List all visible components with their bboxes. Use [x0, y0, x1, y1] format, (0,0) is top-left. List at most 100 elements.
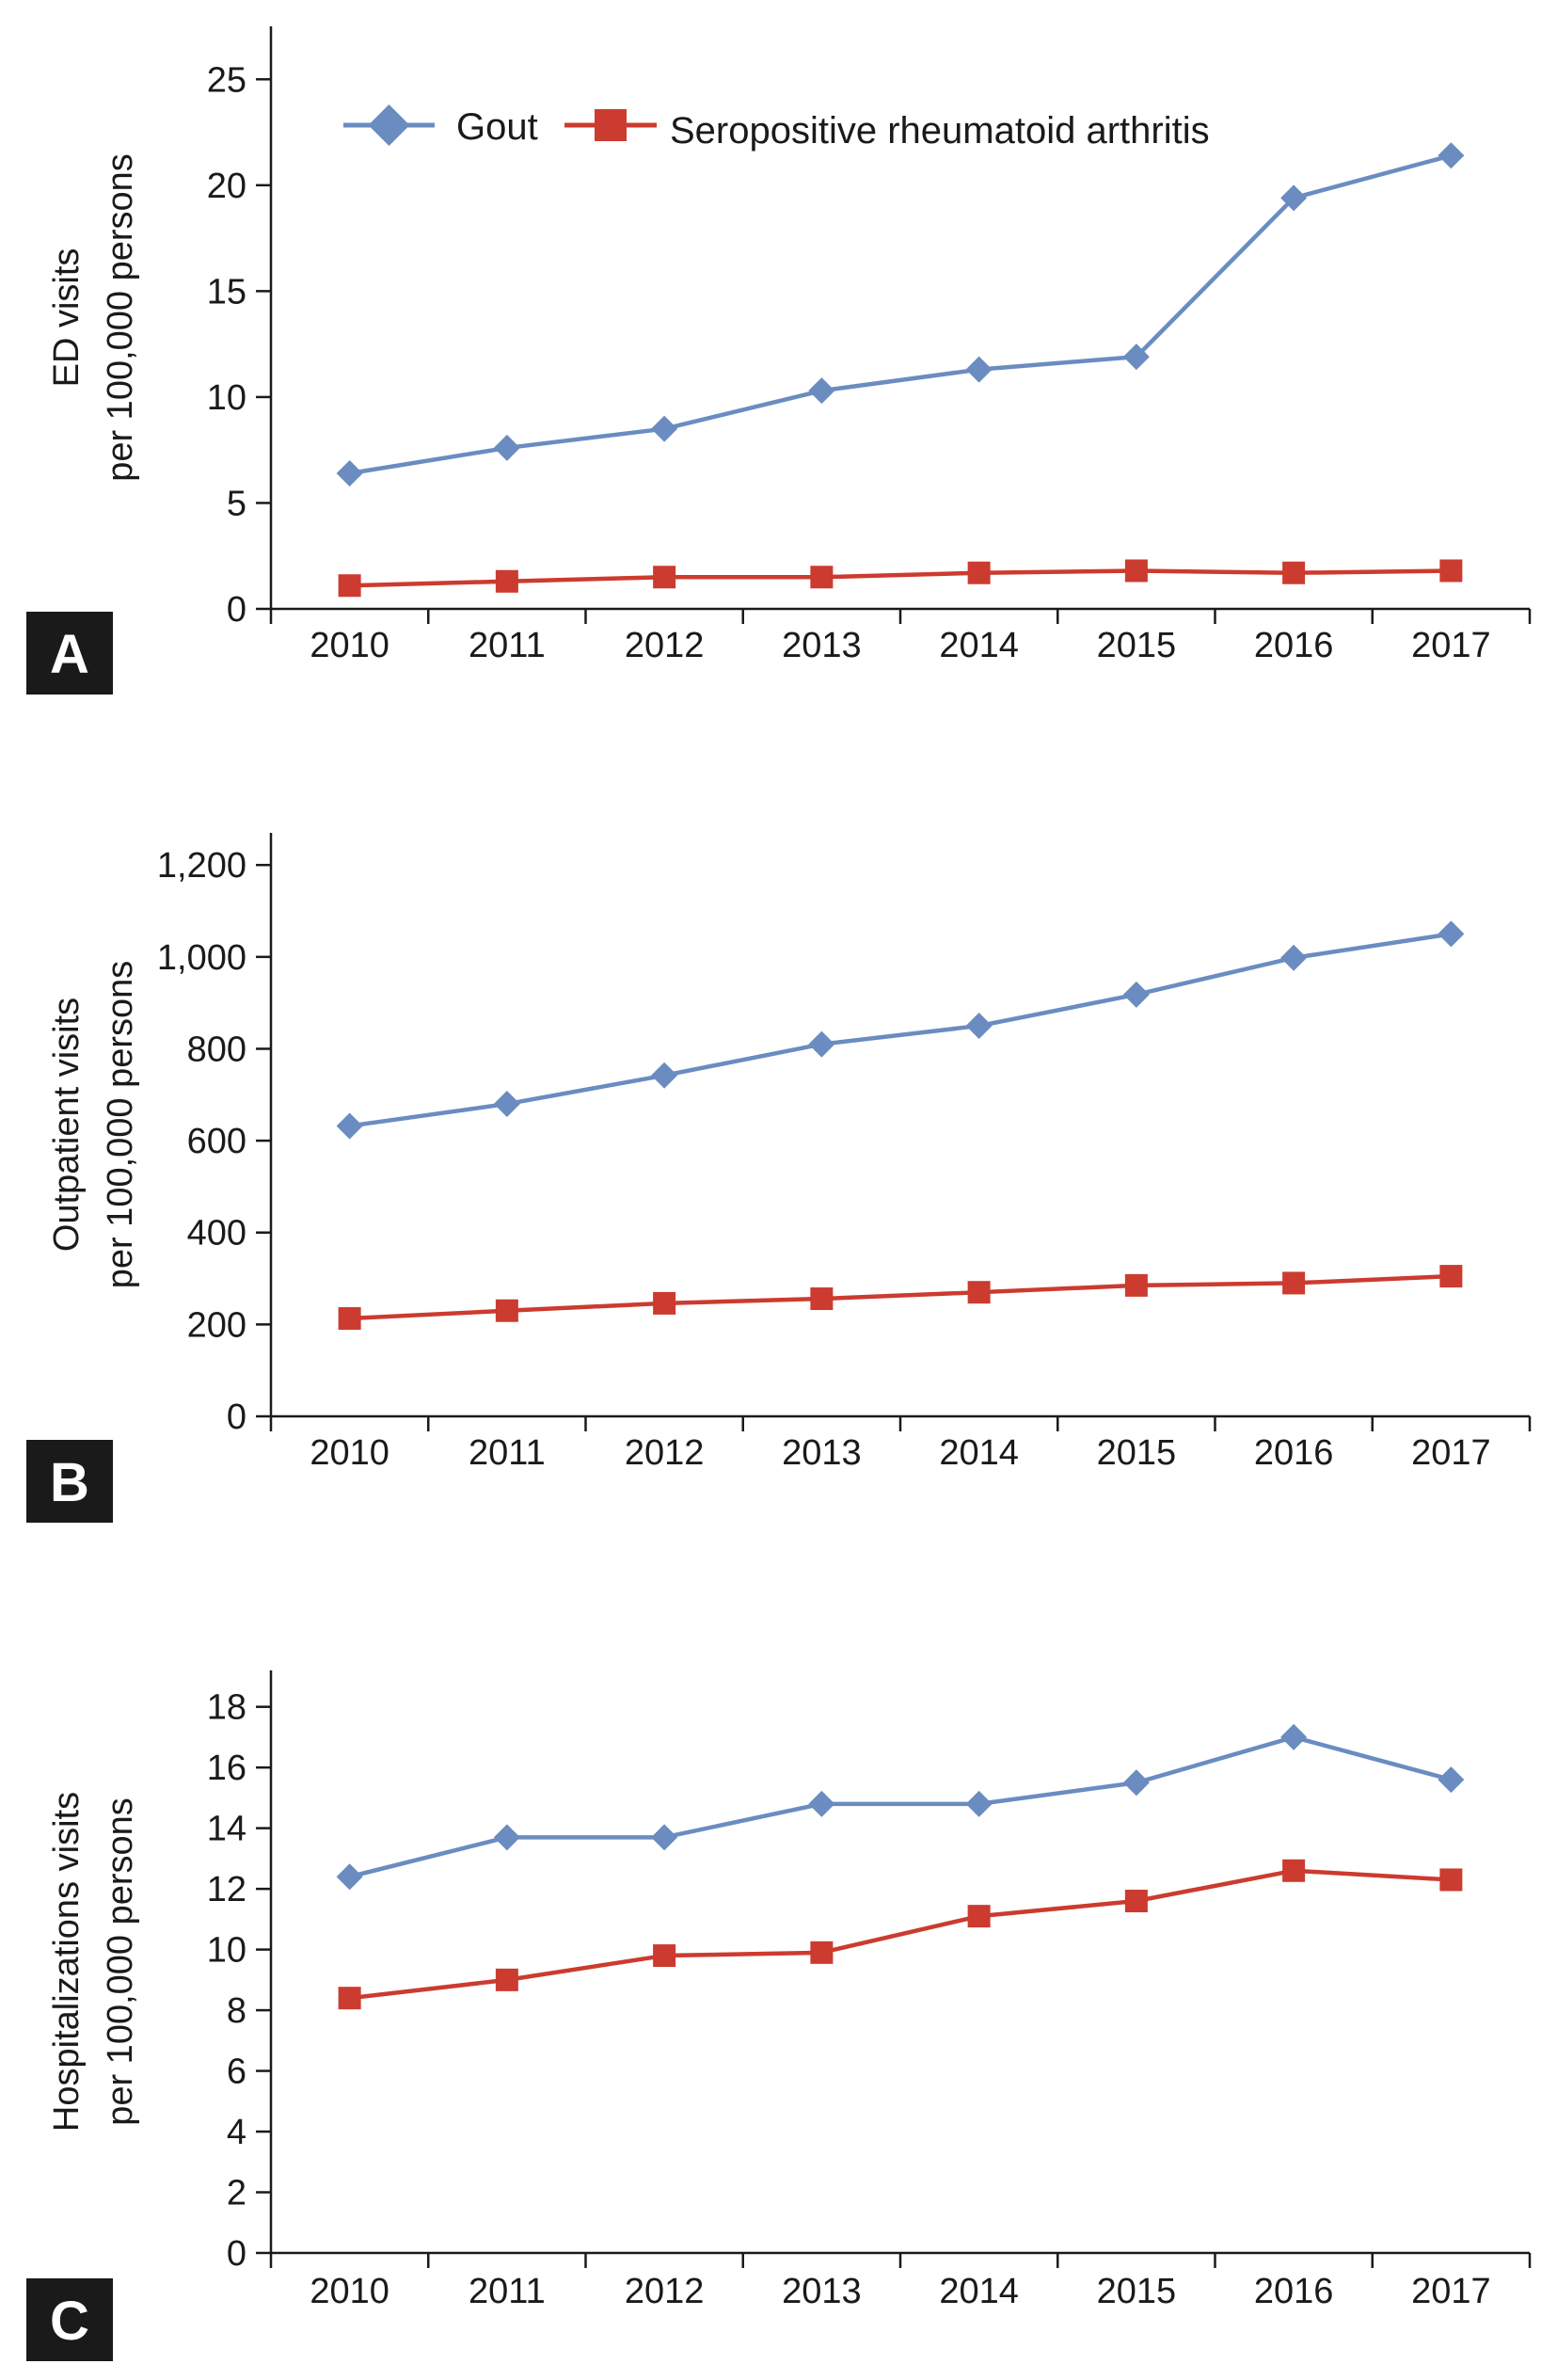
gout-series-line [349, 932, 1452, 1128]
gout-point [808, 377, 835, 405]
y-tick-label: 2 [227, 2174, 246, 2213]
y-tick-label: 4 [227, 2113, 246, 2152]
y-tick-label: 400 [187, 1214, 246, 1254]
x-tick-label: 2013 [782, 2272, 862, 2311]
ra-point [338, 1307, 361, 1331]
ra-point [495, 569, 518, 593]
gout-point [965, 1013, 993, 1040]
x-tick-label: 2012 [625, 626, 705, 665]
y-tick-label: 800 [187, 1030, 246, 1069]
x-tick-label: 2010 [310, 626, 389, 665]
y-tick-label: 10 [207, 1931, 246, 1971]
gout-point [808, 1030, 835, 1058]
ra-point [810, 1941, 834, 1964]
gout-point [493, 1824, 520, 1851]
x-tick-label: 2010 [310, 2272, 389, 2311]
ra-point [810, 566, 834, 589]
ra-point [967, 1281, 991, 1304]
y-tick-label: 10 [207, 378, 246, 418]
y-tick-label: 0 [227, 590, 246, 630]
legend-gout-marker [368, 104, 410, 146]
x-tick-label: 2015 [1097, 2272, 1177, 2311]
x-tick-label: 2011 [469, 1433, 546, 1473]
panel-label-box [26, 612, 113, 695]
legend-ra-label: Seropositive rheumatoid arthritis [670, 110, 1210, 152]
ra-point [1439, 1868, 1463, 1892]
x-tick-label: 2011 [469, 626, 546, 665]
y-tick-label: 12 [207, 1870, 246, 1909]
x-tick-label: 2013 [782, 626, 862, 665]
y-tick-label: 1,200 [157, 846, 246, 886]
gout-point [336, 1863, 363, 1891]
panel-label-box [26, 2278, 113, 2361]
gout-point [808, 1790, 835, 1817]
gout-point [1280, 944, 1308, 971]
x-tick-label: 2012 [625, 2272, 705, 2311]
ra-point [338, 1987, 361, 2010]
legend: Gout Seropositive rheumatoid arthritis [343, 104, 1210, 152]
y-axis-title-line2: per 100,000 persons [101, 961, 140, 1289]
x-tick-label: 2016 [1254, 1433, 1334, 1473]
ra-point [1282, 561, 1306, 584]
y-tick-label: 6 [227, 2053, 246, 2092]
y-tick-label: 1,000 [157, 938, 246, 978]
ra-series-line [349, 568, 1452, 588]
y-tick-label: 0 [227, 1398, 246, 1437]
x-tick-label: 2014 [939, 1433, 1019, 1473]
ra-point [338, 574, 361, 598]
x-tick-label: 2015 [1097, 1433, 1177, 1473]
x-tick-label: 2017 [1411, 626, 1491, 665]
gout-point [493, 1091, 520, 1118]
ra-point [495, 1968, 518, 1991]
ra-point [967, 1905, 991, 1928]
gout-point [1438, 920, 1465, 948]
ra-series-line [349, 1273, 1452, 1321]
y-tick-label: 8 [227, 1991, 246, 2031]
y-tick-label: 5 [227, 484, 246, 523]
ra-point [1124, 559, 1148, 583]
gout-point [1438, 142, 1465, 169]
gout-point [493, 434, 520, 461]
y-axis-title-line2: per 100,000 persons [101, 153, 140, 482]
gout-point [965, 1790, 993, 1817]
legend-gout-label: Gout [456, 106, 538, 148]
x-tick-label: 2013 [782, 1433, 862, 1473]
x-tick-label: 2017 [1411, 2272, 1491, 2311]
panel-c: 0 2 4 6 8 10 12 14 16 18 2010 2011 2012 2013 2014 2015 2… [26, 1670, 1532, 2361]
x-tick-label: 2012 [625, 1433, 705, 1473]
legend-ra-marker [595, 109, 627, 141]
x-tick-label: 2011 [469, 2272, 546, 2311]
gout-point [1438, 1766, 1465, 1794]
y-tick-label: 200 [187, 1305, 246, 1345]
y-tick-label: 16 [207, 1749, 246, 1788]
panel-label: B [50, 1452, 89, 1513]
x-tick-label: 2016 [1254, 2272, 1334, 2311]
y-tick-label: 15 [207, 272, 246, 311]
ra-point [1124, 1890, 1148, 1913]
x-tick-label: 2014 [939, 2272, 1019, 2311]
ra-point [967, 561, 991, 584]
ra-point [653, 1944, 676, 1968]
y-tick-label: 600 [187, 1122, 246, 1161]
y-tick-label: 25 [207, 60, 246, 100]
gout-point [651, 1824, 678, 1851]
y-tick-label: 18 [207, 1688, 246, 1728]
gout-point [965, 356, 993, 383]
gout-point [336, 1112, 363, 1140]
x-tick-label: 2015 [1097, 626, 1177, 665]
ra-point [810, 1287, 834, 1311]
x-tick-label: 2016 [1254, 626, 1334, 665]
gout-series-line [349, 153, 1452, 476]
ra-point [1439, 1265, 1463, 1288]
gout-point [651, 1062, 678, 1089]
panel-label: C [50, 2291, 89, 2352]
gout-series-line [349, 1734, 1452, 1879]
y-axis-title-line1: Hospitalizations visits [47, 1792, 87, 2132]
ra-point [653, 1291, 676, 1315]
ra-point [1282, 1271, 1306, 1295]
ra-series-line [349, 1868, 1452, 2001]
y-axis-title-line1: Outpatient visits [47, 998, 87, 1252]
x-tick-label: 2014 [939, 626, 1019, 665]
ra-point [1124, 1273, 1148, 1297]
